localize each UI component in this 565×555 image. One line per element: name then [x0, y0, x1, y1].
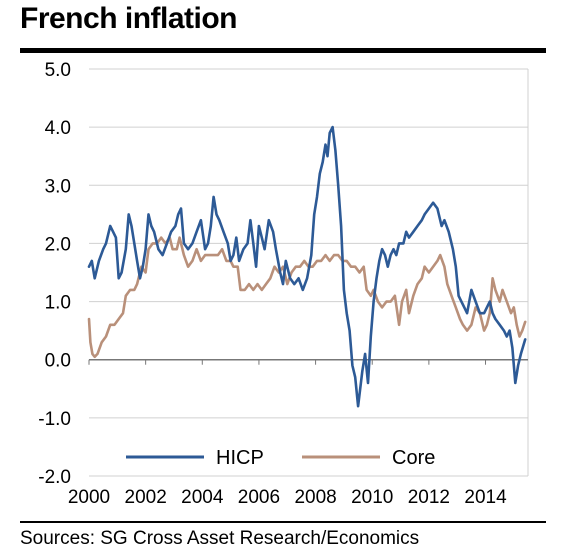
x-tick-label: 2004: [181, 487, 224, 508]
legend-label-core: Core: [392, 447, 435, 469]
chart-title: French inflation: [20, 2, 238, 35]
y-tick-label: 0.0: [45, 351, 71, 372]
y-tick-label: 2.0: [45, 234, 71, 255]
footer-rule: [20, 521, 546, 523]
y-tick-label: 4.0: [45, 118, 71, 139]
y-tick-label: -1.0: [38, 409, 71, 430]
legend-label-hicp: HICP: [216, 447, 264, 469]
x-tick-label: 2008: [294, 487, 336, 508]
y-tick-label: 3.0: [45, 176, 71, 197]
x-tick-label: 2014: [464, 487, 507, 508]
source-note: Sources: SG Cross Asset Research/Economi…: [20, 528, 420, 549]
y-tick-label: 1.0: [45, 293, 71, 314]
series-lines: [87, 125, 527, 408]
x-tick-label: 2006: [238, 487, 280, 508]
x-tick-label: 2012: [408, 487, 450, 508]
x-tick-label: 2002: [125, 487, 167, 508]
y-axis-ticks: 5.0 4.0 3.0 2.0 1.0 0.0 -1.0 -2.0: [38, 60, 71, 488]
y-tick-label: -2.0: [38, 467, 71, 488]
x-tick-label: 2000: [68, 487, 110, 508]
x-axis-ticks: 2000 2002 2004 2006 2008 2010 2012 2014: [68, 487, 507, 508]
y-tick-label: 5.0: [45, 60, 71, 81]
x-tick-label: 2010: [351, 487, 393, 508]
gridlines: [88, 68, 529, 477]
legend: HICP Core: [126, 447, 435, 469]
title-rule: [20, 48, 546, 53]
series-line-hicp: [87, 125, 527, 408]
